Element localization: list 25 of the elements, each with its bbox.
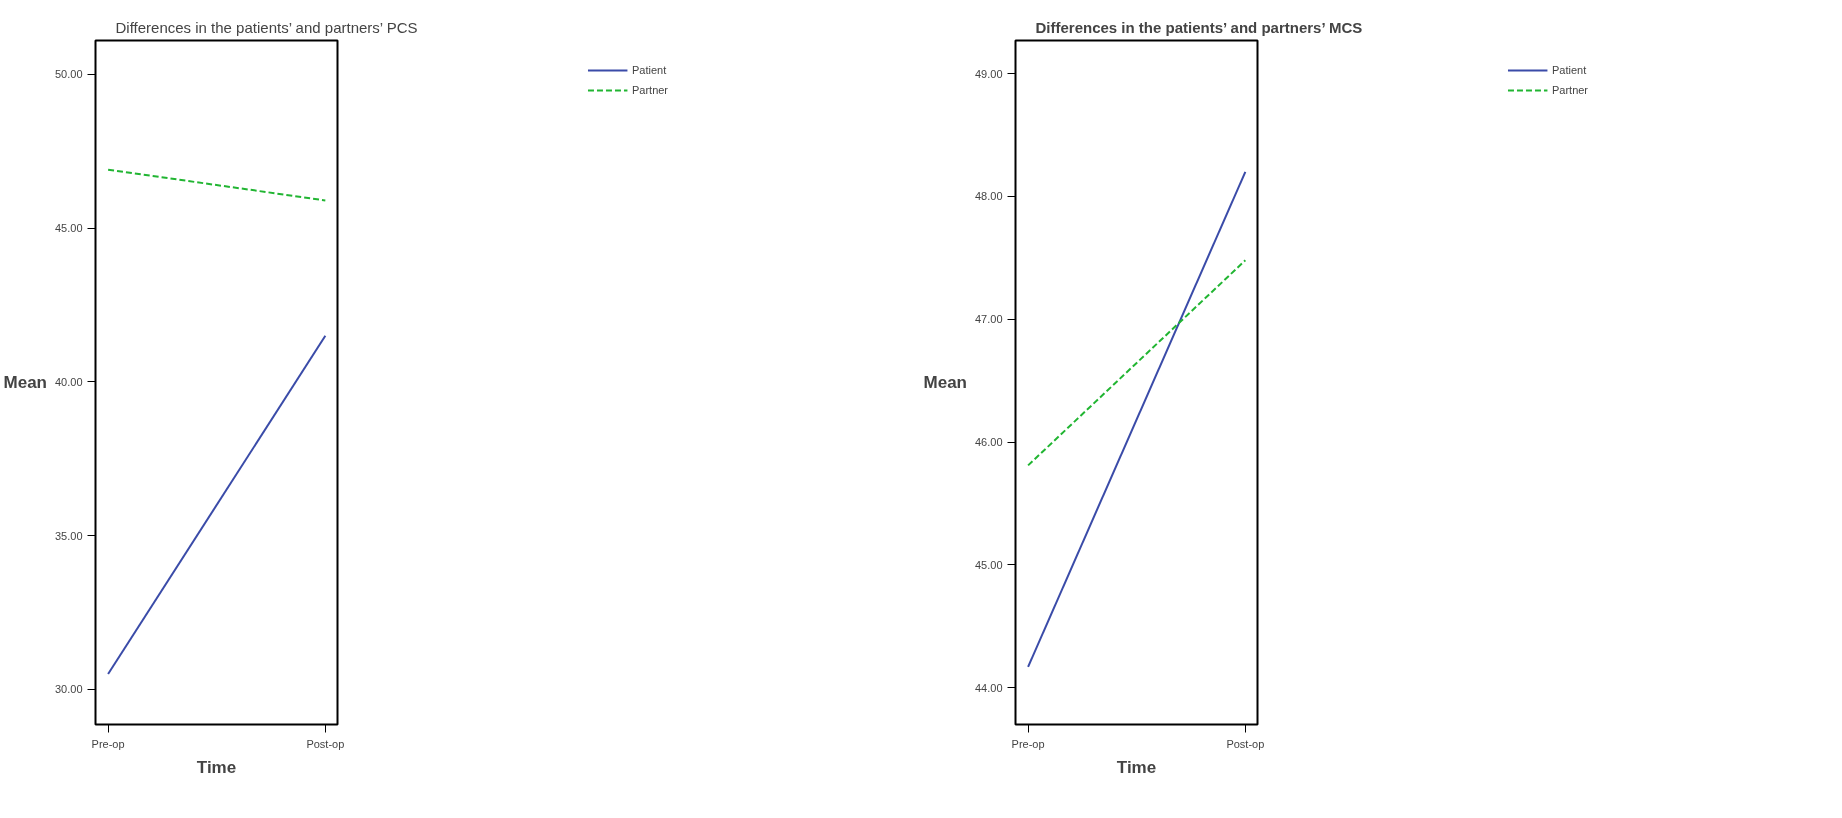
y-tick-label: 45.00 bbox=[974, 558, 1003, 571]
legend-label: Patient bbox=[631, 64, 667, 76]
y-tick-label: 40.00 bbox=[54, 375, 83, 388]
chart-title: Differences in the patients’ and partners’ MCS bbox=[1035, 18, 1363, 36]
y-tick-label: 49.00 bbox=[974, 67, 1003, 80]
y-tick-label: 46.00 bbox=[974, 436, 1003, 449]
y-axis-title: Mean bbox=[923, 373, 967, 392]
legend-label: Partner bbox=[631, 84, 669, 96]
x-axis-title: Time bbox=[1116, 757, 1157, 777]
x-tick-label: Pre-op bbox=[1011, 737, 1045, 750]
y-tick-label: 44.00 bbox=[974, 681, 1003, 694]
y-tick-label: 48.00 bbox=[974, 190, 1003, 203]
x-tick-label: Pre-op bbox=[91, 737, 125, 750]
chart-title: Differences in the patients’ and partners’ PCS bbox=[115, 18, 418, 36]
y-tick-label: 45.00 bbox=[54, 222, 83, 235]
y-axis-title: Mean bbox=[3, 373, 47, 392]
x-tick-label: Post-op bbox=[306, 737, 345, 750]
x-axis-title: Time bbox=[196, 757, 237, 777]
legend-label: Patient bbox=[1551, 64, 1587, 76]
y-tick-label: 35.00 bbox=[54, 529, 83, 542]
x-tick-label: Post-op bbox=[1226, 737, 1265, 750]
y-tick-label: 47.00 bbox=[974, 313, 1003, 326]
y-tick-label: 30.00 bbox=[54, 683, 83, 696]
y-tick-label: 50.00 bbox=[54, 68, 83, 81]
legend-label: Partner bbox=[1551, 84, 1589, 96]
